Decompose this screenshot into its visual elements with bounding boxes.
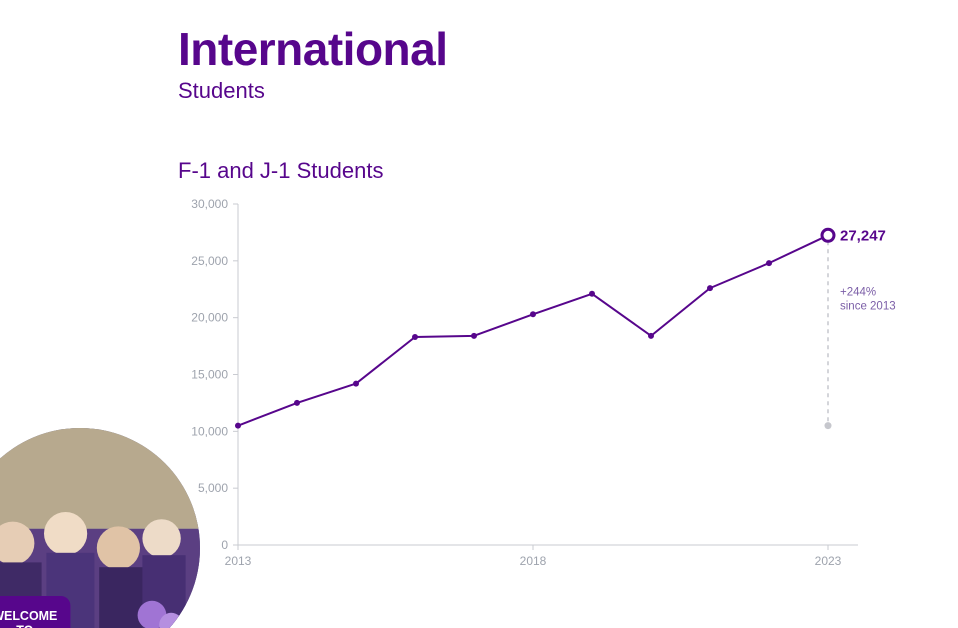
page-title: International [178, 22, 448, 76]
data-marker [471, 333, 477, 339]
page-header: International Students [178, 22, 448, 104]
x-tick-label: 2023 [815, 554, 842, 568]
data-marker [766, 260, 772, 266]
x-tick-label: 2013 [225, 554, 252, 568]
baseline-marker [825, 422, 832, 429]
y-tick-label: 5,000 [198, 481, 228, 495]
y-tick-label: 20,000 [191, 311, 228, 325]
y-tick-label: 15,000 [191, 368, 228, 382]
data-marker [648, 333, 654, 339]
x-tick-label: 2018 [520, 554, 547, 568]
data-marker [294, 400, 300, 406]
line-chart: 0 5,000 10,000 15,000 20,000 25,000 30,000 2013… [178, 190, 908, 600]
data-marker [353, 381, 359, 387]
y-tick-label: 25,000 [191, 254, 228, 268]
chart-title: F-1 and J-1 Students [178, 158, 383, 184]
data-marker [530, 311, 536, 317]
data-marker [235, 423, 241, 429]
final-data-marker [822, 229, 834, 241]
final-value-label: 27,247 [840, 227, 886, 244]
svg-text:WELCOME: WELCOME [0, 609, 57, 623]
page-root: International Students F-1 and J-1 Stude… [0, 0, 958, 628]
line-chart-svg: 0 5,000 10,000 15,000 20,000 25,000 30,000 2013… [178, 190, 908, 600]
growth-annotation-line1: +244% [840, 286, 876, 298]
y-tick-label: 10,000 [191, 424, 228, 438]
decorative-student-photo: WELCOME TO NYU [0, 428, 200, 628]
data-line [238, 235, 828, 425]
page-subtitle: Students [178, 78, 448, 104]
growth-annotation-line2: since 2013 [840, 300, 896, 312]
data-marker [589, 291, 595, 297]
y-tick-label: 30,000 [191, 197, 228, 211]
data-marker [707, 285, 713, 291]
data-marker [412, 334, 418, 340]
y-tick-label: 0 [221, 538, 228, 552]
svg-text:TO: TO [16, 623, 33, 628]
